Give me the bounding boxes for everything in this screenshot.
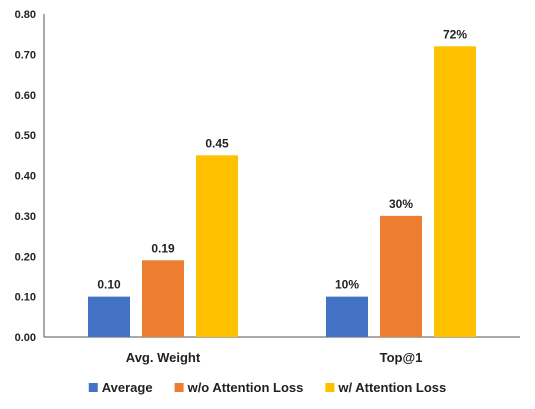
legend-swatch [325,383,335,392]
bar [142,260,184,337]
bar [434,46,476,338]
data-label: 0.19 [151,241,175,255]
data-label: 30% [389,197,413,211]
legend-swatch [88,383,98,392]
bar [196,155,238,337]
bar [326,296,368,337]
y-tick-label: 0.70 [15,49,36,61]
legend-label: Average [102,380,153,395]
legend-label: w/ Attention Loss [337,380,446,395]
legend-label: w/o Attention Loss [187,380,304,395]
y-tick-label: 0.30 [15,211,36,223]
y-tick-label: 0.20 [15,251,36,263]
data-labels-group: 0.10 0.19 0.45 10% 30% 72% [97,27,467,291]
data-label: 72% [443,27,467,41]
category-label: Avg. Weight [126,350,201,365]
y-tick-label: 0.10 [15,292,36,304]
data-label: 10% [335,278,359,292]
y-tick-labels: 0.00 0.10 0.20 0.30 0.40 0.50 0.60 0.70 0.80 [15,9,36,344]
bar [380,215,422,337]
category-label: Top@1 [380,350,423,365]
data-label: 0.45 [205,136,229,150]
bars-group [88,46,476,338]
y-tick-label: 0.40 [15,171,36,183]
category-labels: Avg. Weight Top@1 [126,350,423,365]
y-tick-label: 0.50 [15,130,36,142]
legend: Average w/o Attention Loss w/ Attention Lo… [88,380,446,395]
y-tick-label: 0.80 [15,9,36,21]
y-tick-label: 0.00 [15,332,36,344]
legend-swatch [174,383,184,392]
bar [88,296,130,337]
y-tick-label: 0.60 [15,90,36,102]
data-label: 0.10 [97,278,121,292]
